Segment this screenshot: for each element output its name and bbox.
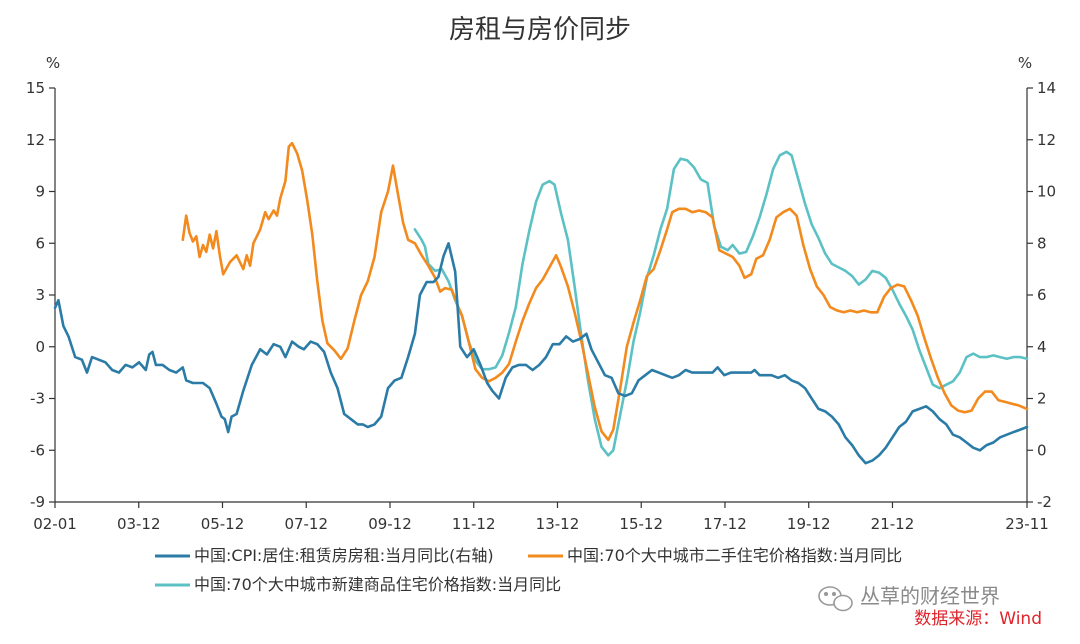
right-tick-label: 6 <box>1037 286 1047 304</box>
right-tick-label: 2 <box>1037 390 1047 408</box>
right-axis-unit: % <box>1018 54 1032 72</box>
series-line-new-home-price <box>413 150 1029 457</box>
legend-label-rent: 中国:CPI:居住:租赁房房租:当月同比(右轴) <box>194 546 494 565</box>
left-tick-label: 12 <box>26 131 45 149</box>
x-tick-label: 03-12 <box>117 515 161 533</box>
axes: 15 12 9 6 3 0 -3 -6 -9 14 12 10 8 6 4 2 0 -2 02-01 03-12 05-… <box>26 79 1056 533</box>
x-tick-label: 21-12 <box>871 515 915 533</box>
series-line-secondhand-price <box>181 141 1029 442</box>
left-tick-label: 0 <box>35 338 45 356</box>
x-tick-label: 15-12 <box>619 515 663 533</box>
watermark: 丛草的财经世界 <box>818 584 1000 612</box>
source-label: 数据来源：Wind <box>914 609 1042 629</box>
left-tick-label: 9 <box>35 183 45 201</box>
right-tick-label: 10 <box>1037 183 1056 201</box>
left-tick-label: 3 <box>35 286 45 304</box>
x-tick-label: 09-12 <box>368 515 412 533</box>
watermark-text: 丛草的财经世界 <box>860 584 1000 608</box>
x-tick-label: 07-12 <box>284 515 328 533</box>
right-tick-label: 8 <box>1037 234 1047 252</box>
x-tick-label: 19-12 <box>787 515 831 533</box>
x-tick-label: 02-01 <box>33 515 77 533</box>
left-tick-label: -3 <box>30 390 45 408</box>
series-group <box>53 141 1029 465</box>
left-tick-label: 15 <box>26 79 45 97</box>
right-tick-label: 0 <box>1037 441 1047 459</box>
legend: 中国:CPI:居住:租赁房房租:当月同比(右轴) 中国:70个大中城市二手住宅价… <box>155 546 902 594</box>
x-tick-label: 11-12 <box>452 515 496 533</box>
legend-label-new: 中国:70个大中城市新建商品住宅价格指数:当月同比 <box>194 575 561 594</box>
left-tick-label: -6 <box>30 441 45 459</box>
legend-label-secondhand: 中国:70个大中城市二手住宅价格指数:当月同比 <box>567 546 902 565</box>
x-tick-label: 23-11 <box>1005 515 1049 533</box>
right-tick-label: 4 <box>1037 338 1047 356</box>
left-tick-label: 6 <box>35 234 45 252</box>
x-tick-label: 17-12 <box>703 515 747 533</box>
chart-title: 房租与房价同步 <box>449 15 631 45</box>
right-tick-label: -2 <box>1037 493 1052 511</box>
x-tick-label: 05-12 <box>201 515 245 533</box>
series-line-rent-cpi <box>53 242 1029 465</box>
x-tick-label: 13-12 <box>536 515 580 533</box>
wechat-icon <box>818 586 853 612</box>
right-tick-label: 14 <box>1037 79 1056 97</box>
left-axis-unit: % <box>46 54 60 72</box>
right-tick-label: 12 <box>1037 131 1056 149</box>
left-tick-label: -9 <box>30 493 45 511</box>
